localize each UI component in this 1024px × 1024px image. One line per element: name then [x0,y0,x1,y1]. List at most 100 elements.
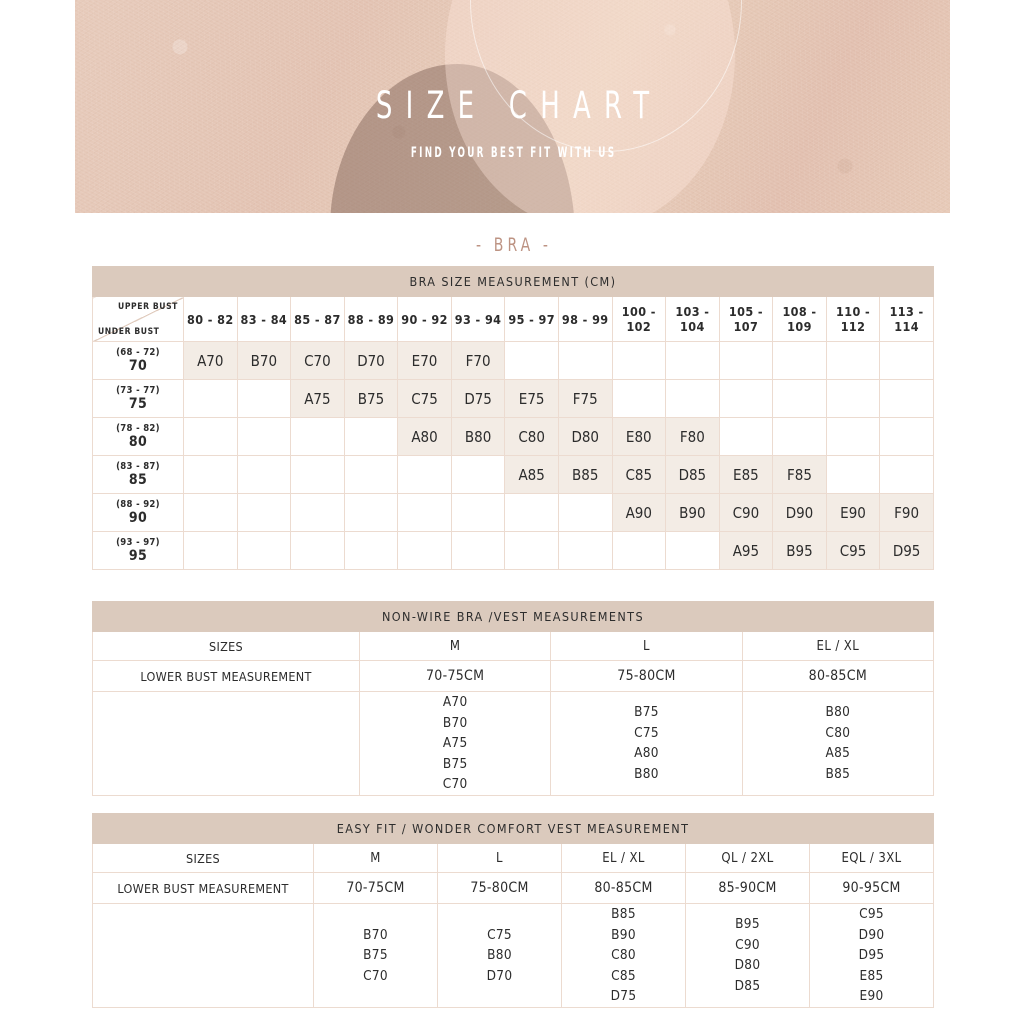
bra-column-header: 105 - 107 [718,296,774,342]
bra-empty-cell [397,455,452,494]
size-header: EQL / 3XL [808,843,935,873]
table-row: (73 - 77) 75 A75 B75 C75 D75 E75 F75 [92,379,934,418]
size-list-label [92,903,314,1008]
size-header: M [358,631,552,661]
under-bust-value: 90 [128,509,148,526]
bra-column-header: 108 - 109 [772,296,827,342]
size-list-item: D70 [486,967,513,984]
bra-empty-cell [665,341,720,380]
table-caption-row: NON-WIRE BRA /VEST MEASUREMENTS [92,601,934,632]
size-list-item: B80 [825,704,851,721]
measurement-value: 75-80CM [550,660,743,692]
bra-size-cell: B70 [236,341,292,380]
size-list-item: D85 [734,977,761,994]
bra-empty-cell [611,379,667,418]
measurement-value: 80-85CM [561,872,686,904]
bra-size-cell: E80 [611,417,667,456]
bra-size-cell: F80 [665,417,720,456]
bra-empty-cell [183,531,238,570]
banner-title: SIZE CHART [375,84,663,127]
sizes-row: SIZES M L EL / XL [92,631,935,661]
size-list-item: B95 [735,916,760,933]
bra-empty-cell [183,379,238,418]
bra-empty-cell [450,531,506,570]
size-list-item: C95 [859,906,884,922]
banner-subtitle: FIND YOUR BEST FIT WITH US [410,145,617,161]
bra-column-header: 88 - 89 [343,296,399,342]
bra-section-title: - BRA - [476,234,553,256]
bra-empty-cell [879,455,934,494]
measurement-value: 70-75CM [358,660,552,692]
bra-empty-cell [825,417,881,456]
bra-size-cell: D90 [772,493,827,532]
measurement-row: LOWER BUST MEASUREMENT 70-75CM 75-80CM 80-8… [92,660,935,692]
bra-empty-cell [772,341,827,380]
bra-column-header: 90 - 92 [397,296,452,342]
bra-empty-cell [718,417,774,456]
bra-empty-cell [718,341,774,380]
size-list: B85 B90 C80 C85 D75 [561,903,686,1008]
table-row: (83 - 87) 85 A85 B85 C85 D85 E85 F85 [92,455,934,494]
size-list-item: A70 [442,694,468,710]
bra-empty-cell [772,417,827,456]
size-list-item: D75 [610,988,637,1005]
bra-column-header-row: UPPER BUST UNDER BUST 80 - 82 83 - 84 85 -… [92,296,934,342]
bra-empty-cell [665,379,720,418]
size-list: B75 C75 A80 B80 [550,691,743,796]
size-list-item: C75 [487,926,512,943]
table-row: (78 - 82) 80 A80 B80 C80 D80 E80 F80 [92,417,934,456]
bra-column-header: 103 - 104 [665,296,720,342]
size-header: M [313,843,438,873]
bra-row-header: (78 - 82) 80 [92,417,184,456]
under-bust-value: 70 [128,357,148,374]
bra-size-cell: F85 [772,455,827,494]
bra-empty-cell [557,531,613,570]
bra-empty-cell [236,531,292,570]
bra-empty-cell [772,379,827,418]
bra-empty-cell [290,417,345,456]
non-wire-bra-vest-table: NON-WIRE BRA /VEST MEASUREMENTS SIZES M L E… [92,601,935,796]
bra-size-cell: F75 [557,379,613,418]
bra-row-header: (88 - 92) 90 [92,493,184,532]
size-header: L [550,631,743,661]
bra-size-cell: D70 [343,341,399,380]
bra-empty-cell [450,455,506,494]
bra-size-cell: D75 [450,379,506,418]
bra-size-cell: A80 [397,417,452,456]
bra-empty-cell [879,417,934,456]
bra-column-header: 100 - 102 [611,296,667,342]
size-list-item: D90 [858,926,885,943]
bra-row-header: (68 - 72) 70 [92,341,184,380]
bra-empty-cell [450,493,506,532]
size-list: B70 B75 C70 [313,903,438,1008]
size-list-item: B80 [634,765,659,782]
measurement-value: 90-95CM [808,872,935,904]
bra-empty-cell [343,417,399,456]
size-list: A70 B70 A75 B75 C70 [358,691,552,796]
size-list: C75 B80 D70 [437,903,562,1008]
bra-empty-cell [557,341,613,380]
size-list-item: B70 [363,926,388,943]
lower-bust-measurement-label: LOWER BUST MEASUREMENT [92,872,314,904]
size-header: EL / XL [741,631,935,661]
bra-empty-cell [343,493,399,532]
size-list-item: C90 [735,936,760,953]
bra-size-cell: E90 [825,493,881,532]
bra-column-header: 93 - 94 [450,296,506,342]
table-row: (68 - 72) 70 A70 B70 C70 D70 E70 F70 [92,341,934,380]
bra-empty-cell [879,341,934,380]
measurement-row: LOWER BUST MEASUREMENT 70-75CM 75-80CM 80-8… [92,872,935,904]
bra-size-cell: C85 [611,455,667,494]
bra-size-cell: D85 [665,455,720,494]
size-list-item: B75 [363,947,388,964]
bra-row-header: (83 - 87) 85 [92,455,184,494]
bra-empty-cell [825,379,881,418]
bra-size-cell: F70 [450,341,506,380]
measurement-value: 80-85CM [741,660,935,692]
bra-size-cell: C95 [825,531,881,570]
size-list-item: D95 [858,947,885,964]
under-bust-label: UNDER BUST [98,327,160,337]
size-list-item: B90 [611,926,636,943]
size-list-item: C70 [442,776,468,793]
bra-empty-cell [665,531,720,570]
